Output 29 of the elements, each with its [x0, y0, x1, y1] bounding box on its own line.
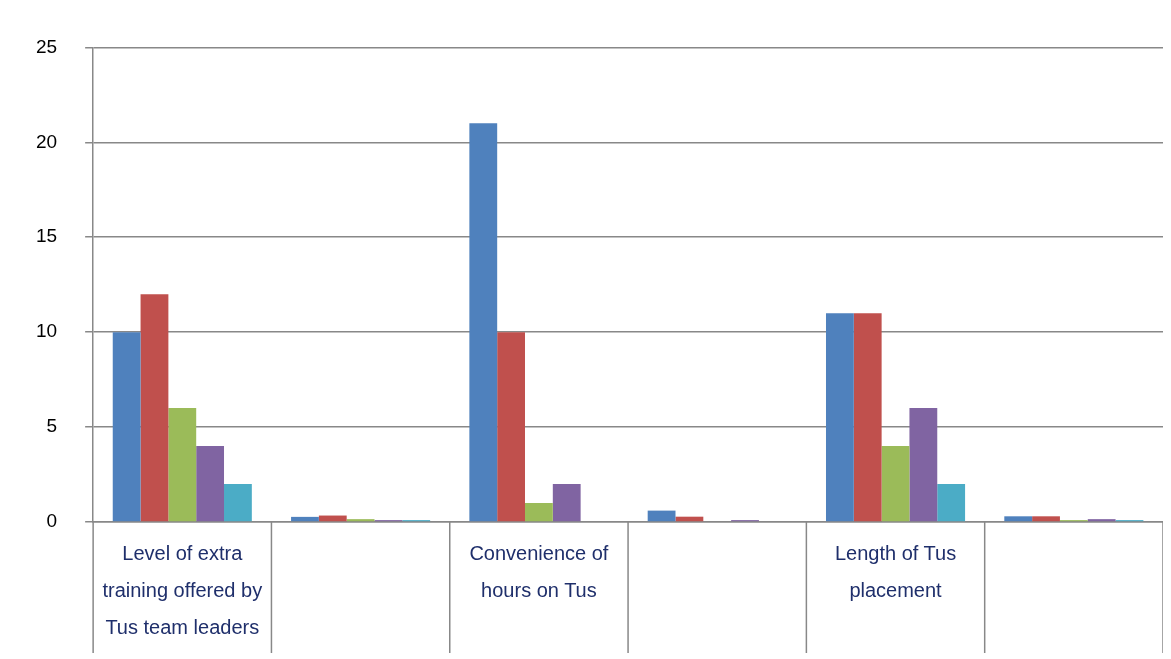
y-tick-label: 20: [35, 130, 58, 152]
bar: [497, 332, 525, 522]
bar: [1087, 519, 1116, 522]
bar: [1032, 516, 1060, 522]
bar: [112, 332, 141, 522]
bar: [140, 294, 169, 522]
y-tick-label: 25: [35, 35, 58, 57]
bar: [647, 510, 676, 522]
bar: [937, 484, 966, 522]
bar: [469, 123, 498, 522]
bar: [346, 519, 375, 522]
bar: [291, 516, 319, 522]
x-tick-label: Level of extra training offered by Tus team leaders: [102, 542, 263, 639]
bar: [196, 446, 225, 522]
bar: [825, 313, 854, 522]
bar: [881, 446, 910, 522]
bar: [168, 408, 197, 522]
x-tick-label: Length of Tus placement: [834, 542, 957, 602]
bar: [853, 313, 882, 522]
y-tick-label: 0: [46, 510, 58, 532]
bar: [552, 484, 581, 522]
bar: [525, 503, 553, 522]
bar: [224, 484, 252, 522]
y-tick-label: 10: [35, 320, 58, 342]
x-tick-label: Convenience of hours on Tus: [469, 542, 609, 602]
bar: [1004, 516, 1033, 522]
y-tick-label: 15: [35, 225, 58, 247]
y-tick-label: 5: [46, 415, 58, 437]
bar: [909, 408, 938, 522]
